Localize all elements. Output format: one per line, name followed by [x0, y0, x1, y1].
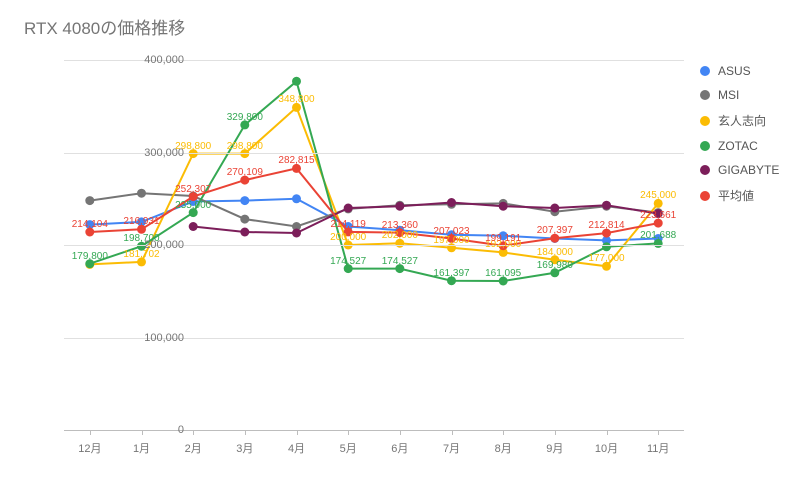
x-axis-label: 6月 — [391, 440, 408, 456]
gridline — [64, 430, 684, 431]
x-tick — [452, 430, 453, 435]
data-point — [240, 196, 249, 205]
x-tick — [503, 430, 504, 435]
x-tick — [658, 430, 659, 435]
data-point — [85, 196, 94, 205]
x-axis-label: 1月 — [133, 440, 150, 456]
y-axis-label: 300,000 — [144, 147, 184, 159]
data-label: 202,000 — [382, 230, 418, 241]
x-tick — [555, 430, 556, 435]
legend-label: 玄人志向 — [718, 112, 766, 129]
y-axis-label: 100,000 — [144, 332, 184, 344]
legend: ASUS MSI 玄人志向 ZOTAC GIGABYTE 平均値 — [700, 64, 779, 214]
x-axis-label: 5月 — [340, 440, 357, 456]
data-label: 245,000 — [640, 190, 676, 201]
data-label: 169,980 — [537, 260, 573, 271]
legend-swatch — [700, 165, 710, 175]
data-point — [344, 204, 353, 213]
legend-label: GIGABYTE — [718, 163, 779, 177]
data-label: 201,688 — [640, 230, 676, 241]
x-axis-label: 11月 — [647, 440, 669, 456]
data-label: 161,397 — [433, 268, 469, 279]
data-point — [137, 189, 146, 198]
data-label: 214,119 — [330, 219, 365, 230]
data-point — [189, 222, 198, 231]
data-label: 200,000 — [330, 232, 366, 243]
data-point — [292, 229, 301, 238]
data-label: 270,109 — [227, 167, 263, 178]
data-label: 213,360 — [382, 219, 418, 230]
data-point — [240, 228, 249, 237]
plot-area: 181,702298,800298,800348,800200,000202,0… — [64, 60, 684, 460]
x-tick — [245, 430, 246, 435]
x-axis-label: 8月 — [495, 440, 512, 456]
legend-swatch — [700, 191, 710, 201]
series-line — [90, 81, 658, 281]
y-axis-label: 400,000 — [144, 54, 184, 66]
x-axis-label: 2月 — [185, 440, 202, 456]
data-label: 298,800 — [227, 140, 263, 151]
x-axis-label: 7月 — [443, 440, 460, 456]
chart-container: RTX 4080の価格推移 181,702298,800298,800348,8… — [0, 0, 812, 502]
data-point — [550, 204, 559, 213]
legend-item[interactable]: ZOTAC — [700, 139, 779, 153]
chart-title: RTX 4080の価格推移 — [24, 14, 185, 39]
x-axis-label: 12月 — [78, 440, 101, 456]
y-axis-label: 200,000 — [144, 239, 184, 251]
legend-label: ASUS — [718, 64, 751, 78]
data-point — [602, 242, 611, 251]
legend-item[interactable]: GIGABYTE — [700, 163, 779, 177]
data-label: 199,191 — [485, 233, 521, 244]
legend-label: 平均値 — [718, 187, 754, 204]
data-label: 348,800 — [278, 94, 314, 105]
data-label: 214,104 — [72, 219, 108, 230]
data-label: 252,307 — [175, 183, 211, 194]
legend-label: ZOTAC — [718, 139, 758, 153]
legend-item[interactable]: ASUS — [700, 64, 779, 78]
legend-item[interactable]: 玄人志向 — [700, 112, 779, 129]
data-point — [395, 202, 404, 211]
data-label: 212,814 — [588, 220, 624, 231]
x-axis-label: 10月 — [595, 440, 618, 456]
data-label: 329,800 — [227, 112, 263, 123]
data-label: 207,397 — [537, 225, 573, 236]
x-axis-label: 4月 — [288, 440, 305, 456]
data-point — [602, 201, 611, 210]
legend-swatch — [700, 90, 710, 100]
data-label: 161,095 — [485, 268, 521, 279]
legend-swatch — [700, 141, 710, 151]
data-label: 174,527 — [330, 255, 366, 266]
data-point — [447, 198, 456, 207]
data-label: 207,023 — [433, 225, 469, 236]
x-tick — [90, 430, 91, 435]
x-tick — [607, 430, 608, 435]
legend-label: MSI — [718, 88, 739, 102]
data-label: 174,527 — [382, 255, 418, 266]
data-label: 216,931 — [123, 216, 159, 227]
legend-swatch — [700, 66, 710, 76]
data-label: 184,000 — [537, 247, 573, 258]
data-label: 223,661 — [640, 210, 676, 221]
x-tick — [193, 430, 194, 435]
x-tick — [400, 430, 401, 435]
data-point — [292, 77, 301, 86]
data-point — [499, 202, 508, 211]
data-point — [292, 194, 301, 203]
data-label: 282,815 — [278, 155, 314, 166]
x-axis-label: 3月 — [236, 440, 253, 456]
data-point — [240, 215, 249, 224]
x-tick — [142, 430, 143, 435]
x-tick — [348, 430, 349, 435]
legend-item[interactable]: 平均値 — [700, 187, 779, 204]
data-label: 179,800 — [72, 250, 108, 261]
x-axis-label: 9月 — [546, 440, 563, 456]
data-label: 177,000 — [588, 253, 624, 264]
y-axis-label: 0 — [178, 424, 184, 436]
legend-swatch — [700, 116, 710, 126]
legend-item[interactable]: MSI — [700, 88, 779, 102]
data-label: 235,000 — [175, 199, 211, 210]
x-tick — [297, 430, 298, 435]
